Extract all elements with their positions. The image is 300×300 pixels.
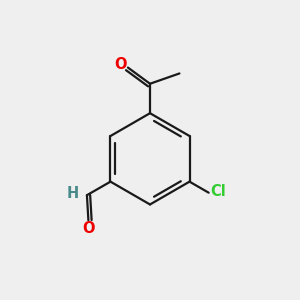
Text: O: O xyxy=(82,221,94,236)
Text: Cl: Cl xyxy=(210,184,226,199)
Text: H: H xyxy=(67,186,79,201)
Text: O: O xyxy=(114,56,127,71)
